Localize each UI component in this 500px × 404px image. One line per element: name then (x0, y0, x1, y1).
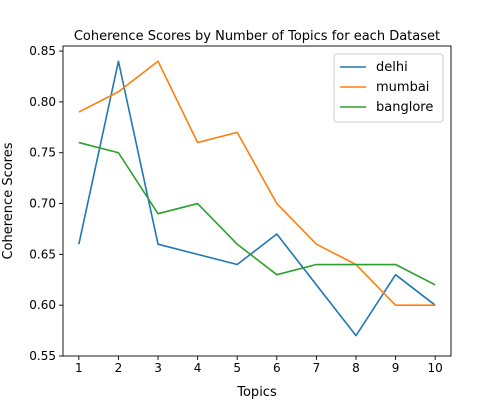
legend-label-mumbai: mumbai (376, 80, 429, 95)
y-tick-label: 0.70 (29, 197, 56, 211)
legend-label-delhi: delhi (376, 60, 408, 75)
legend-label-banglore: banglore (376, 100, 433, 115)
plot-frame (62, 45, 452, 357)
x-tick-label: 5 (233, 361, 241, 375)
legend-frame (333, 53, 444, 123)
series-line-delhi (78, 60, 436, 337)
y-tick-label: 0.65 (29, 247, 56, 261)
y-axis-label: Coherence Scores (1, 142, 16, 259)
y-tick-label: 0.75 (29, 146, 56, 160)
y-tick-label: 0.85 (29, 44, 56, 58)
x-tick-label: 8 (352, 361, 360, 375)
chart-title: Coherence Scores by Number of Topics for… (74, 29, 440, 44)
x-tick-label: 9 (392, 361, 400, 375)
y-tick-label: 0.60 (29, 298, 56, 312)
axes: 1 2 3 4 5 6 7 8 9 10 0.55 0.60 0.65 0.70 0.75 0.80 0.85 (29, 44, 452, 375)
plot-area (78, 60, 436, 337)
x-tick-label: 7 (313, 361, 321, 375)
x-tick-label: 4 (194, 361, 202, 375)
legend: delhi mumbai banglore (333, 53, 444, 123)
x-tick-label: 3 (154, 361, 162, 375)
x-axis-label: Topics (236, 385, 277, 400)
series-line-mumbai (78, 60, 436, 306)
x-tick-label: 2 (115, 361, 123, 375)
y-tick-label: 0.55 (29, 349, 56, 363)
x-tick-label: 1 (75, 361, 83, 375)
x-tick-label: 10 (428, 361, 443, 375)
series-line-banglore (78, 141, 436, 286)
x-tick-label: 6 (273, 361, 281, 375)
y-tick-label: 0.80 (29, 95, 56, 109)
